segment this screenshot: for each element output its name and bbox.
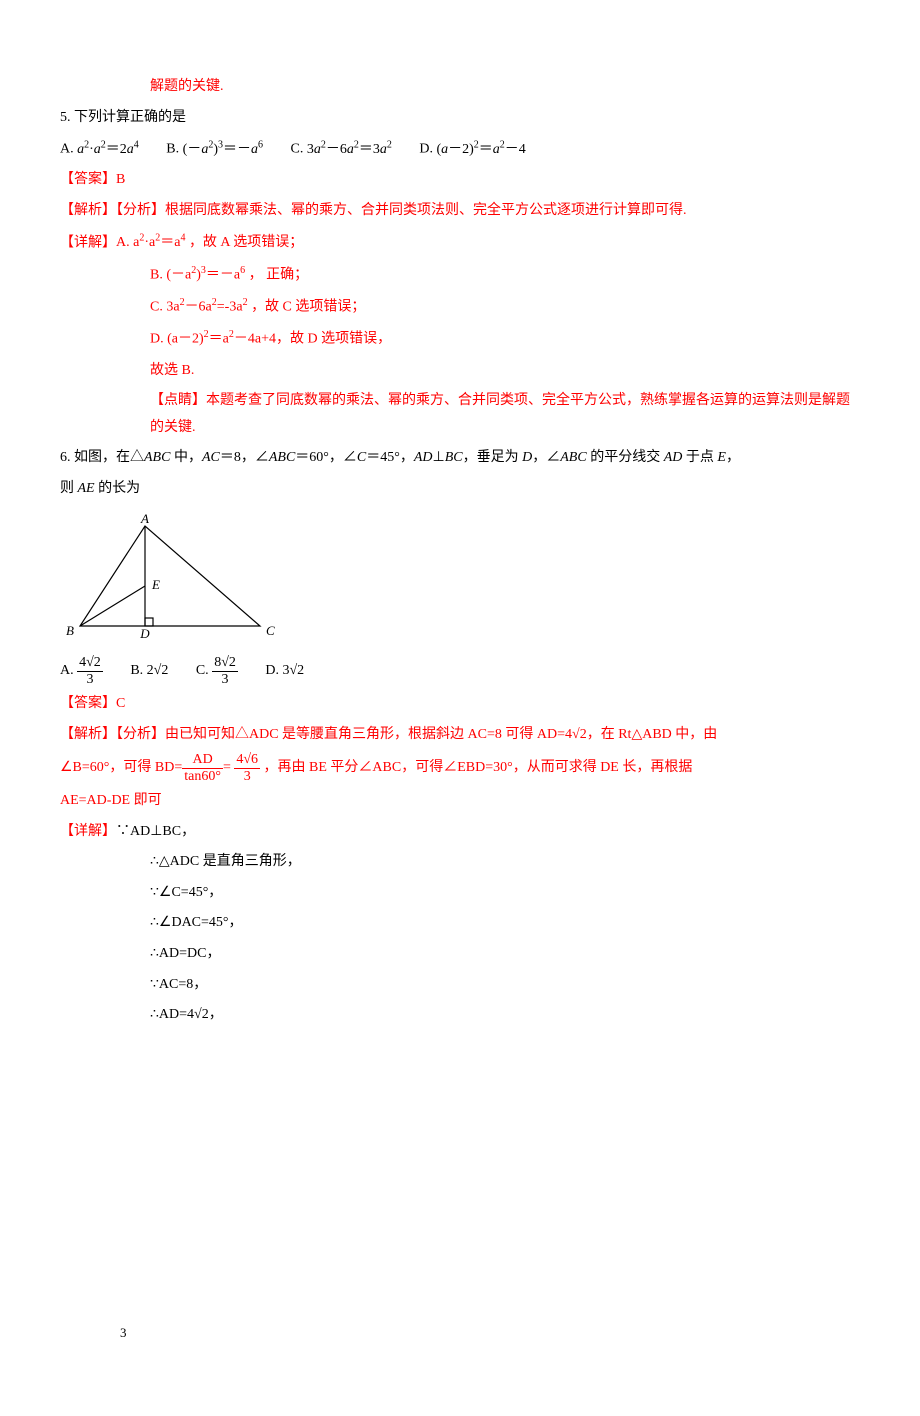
fig-label-D: D	[139, 626, 150, 641]
q6-options: A. 4√23 B. 2√2 C. 8√23 D. 3√2	[60, 655, 860, 687]
fig-label-B: B	[66, 623, 74, 638]
q6-detail-5: ∴AD=DC，	[60, 941, 860, 968]
q6-figure: A B C D E	[60, 511, 860, 652]
q6-detail-7: ∴AD=4√2，	[60, 1002, 860, 1029]
q6-detail-2: ∴△ADC 是直角三角形，	[60, 849, 860, 876]
q6-opt-c: C. 8√23	[196, 655, 238, 687]
fig-label-C: C	[266, 623, 275, 638]
q6-analysis-1: 【解析】【分析】由已知可知△ADC 是等腰直角三角形，根据斜边 AC=8 可得 …	[60, 722, 860, 749]
q5-detail-b: B. (－a2)3＝－a6 ， 正确；	[60, 261, 860, 289]
q5-point: 【点睛】本题考查了同底数幂的乘法、幂的乘方、合并同类项、完全平方公式，熟练掌握各…	[60, 388, 860, 441]
q5-opt-d: D. (a－2)2＝a2－4	[419, 135, 525, 163]
q5-detail-end: 故选 B.	[60, 358, 860, 385]
q6-opt-d: D. 3√2	[265, 658, 304, 685]
fig-label-A: A	[140, 511, 149, 526]
q5-analysis: 【解析】【分析】根据同底数幂乘法、幂的乘方、合并同类项法则、完全平方公式逐项进行…	[60, 198, 860, 225]
q5-detail-c: C. 3a2－6a2=-3a2 ，故 C 选项错误；	[60, 293, 860, 321]
q6-analysis-3: AE=AD-DE 即可	[60, 788, 860, 815]
q5-detail-a: 【详解】A. a2·a2＝a4 ，故 A 选项错误；	[60, 229, 860, 257]
q5-opt-a: A. a2·a2＝2a4	[60, 135, 139, 163]
page-number: 3	[120, 1321, 127, 1346]
q6-detail-3: ∵∠C=45°，	[60, 880, 860, 907]
q6-stem-1: 6. 如图，在△ABC 中，AC＝8，∠ABC＝60°，∠C＝45°，AD⊥BC…	[60, 445, 860, 472]
prev-point-fragment: 解题的关键.	[60, 74, 860, 101]
q6-detail-4: ∴∠DAC=45°，	[60, 910, 860, 937]
q5-answer: 【答案】B	[60, 167, 860, 194]
q5-options: A. a2·a2＝2a4 B. (－a2)3＝－a6 C. 3a2－6a2＝3a…	[60, 135, 860, 163]
q6-opt-b: B. 2√2	[130, 658, 168, 685]
fig-label-E: E	[151, 577, 160, 592]
q6-stem-2: 则 AE 的长为	[60, 476, 860, 503]
q5-detail-d: D. (a－2)2＝a2－4a+4，故 D 选项错误，	[60, 325, 860, 353]
q5-opt-c: C. 3a2－6a2＝3a2	[290, 135, 391, 163]
q6-detail-1: 【详解】∵AD⊥BC，	[60, 819, 860, 846]
q6-analysis-2: ∠B=60°，可得 BD=ADtan60°= 4√63 ，再由 BE 平分∠AB…	[60, 752, 860, 784]
q5-stem: 5. 下列计算正确的是	[60, 105, 860, 132]
q6-answer: 【答案】C	[60, 691, 860, 718]
q6-detail-6: ∵AC=8，	[60, 972, 860, 999]
q6-opt-a: A. 4√23	[60, 655, 103, 687]
q5-opt-b: B. (－a2)3＝－a6	[166, 135, 263, 163]
